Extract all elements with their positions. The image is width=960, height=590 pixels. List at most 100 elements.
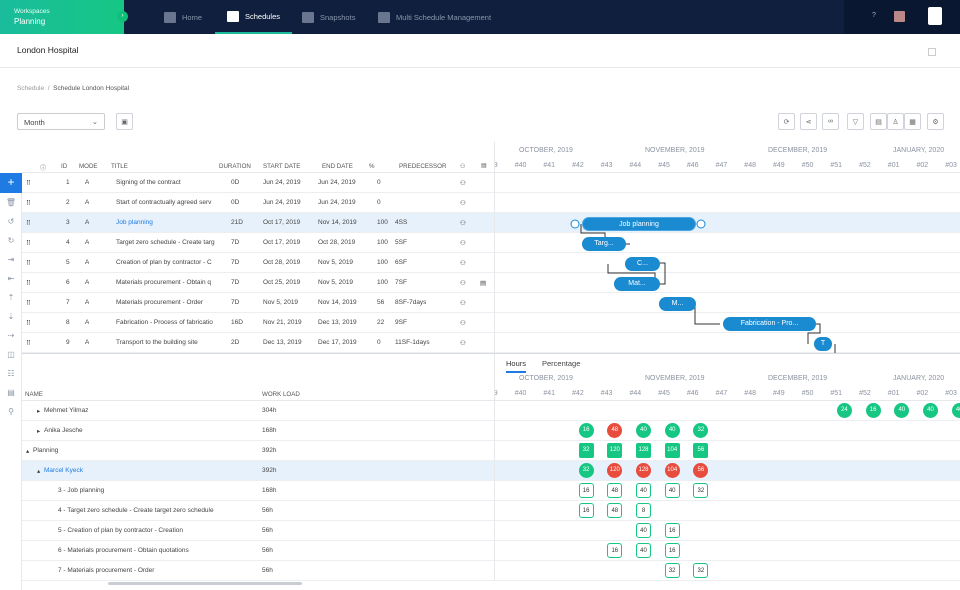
tab-percentage[interactable]: Percentage <box>542 359 581 368</box>
hours-cell[interactable]: 56 <box>693 463 709 478</box>
task-row[interactable]: ⠿ 5 A Creation of plan by contractor - C 7D O… <box>22 253 494 273</box>
hours-cell[interactable]: 104 <box>664 443 680 458</box>
hours-cell[interactable]: 16 <box>607 543 623 558</box>
delete-icon[interactable]: 🗑 <box>5 198 17 207</box>
view-calendar-button[interactable]: ▦ <box>904 113 921 130</box>
assign-resource-icon[interactable]: ⚇ <box>460 300 466 307</box>
drag-handle-icon[interactable]: ⠿ <box>26 240 31 247</box>
hours-cell[interactable]: 16 <box>865 403 881 418</box>
view-select[interactable]: Month ⌄ <box>17 113 105 130</box>
bar-handle[interactable] <box>696 219 706 229</box>
gantt-bar-fabrication[interactable]: Fabrication - Pro... <box>723 317 816 331</box>
hours-cell[interactable]: 48 <box>607 503 623 518</box>
assign-resource-icon[interactable]: ⚇ <box>460 260 466 267</box>
hours-cell[interactable]: 104 <box>664 463 680 478</box>
hours-cell[interactable]: 56 <box>693 443 709 458</box>
resource-row[interactable]: ▸ Anika Jesche 168h <box>22 421 494 441</box>
view-list-button[interactable]: ▤ <box>870 113 887 130</box>
assign-resource-icon[interactable]: ⚇ <box>460 340 466 347</box>
share-button[interactable]: ⋖ <box>800 113 817 130</box>
export-button[interactable]: ▣ <box>116 113 133 130</box>
hours-cell[interactable]: 32 <box>578 463 594 478</box>
resource-icon[interactable]: ⚲ <box>8 407 14 416</box>
col-id[interactable]: ID <box>61 163 68 170</box>
col-duration[interactable]: DURATION <box>219 163 251 170</box>
drag-handle-icon[interactable]: ⠿ <box>26 300 31 307</box>
col-start[interactable]: START DATE <box>263 163 301 170</box>
assign-resource-icon[interactable]: ⚇ <box>460 240 466 247</box>
col-end[interactable]: END DATE <box>322 163 353 170</box>
hours-cell[interactable]: 32 <box>693 483 709 498</box>
move-up-icon[interactable]: ⇡ <box>7 293 15 302</box>
help-icon[interactable]: ? <box>872 12 876 19</box>
col-mode[interactable]: MODE <box>79 163 98 170</box>
nav-multi-schedule[interactable]: Multi Schedule Management <box>378 0 491 34</box>
resource-row[interactable]: 5 - Creation of plan by contractor - Cre… <box>22 521 494 541</box>
nav-snapshots[interactable]: Snapshots <box>302 0 355 34</box>
link-task-icon[interactable]: ⇢ <box>7 331 15 340</box>
hours-cell[interactable]: 120 <box>607 443 623 458</box>
hours-cell[interactable]: 128 <box>636 463 651 478</box>
expand-toggle-icon[interactable]: ▸ <box>37 428 41 435</box>
col-title[interactable]: TITLE <box>111 163 128 170</box>
drag-handle-icon[interactable]: ⠿ <box>26 220 31 227</box>
drag-handle-icon[interactable]: ⠿ <box>26 260 31 267</box>
workspace-switcher[interactable]: Workspaces Planning › <box>0 0 128 34</box>
hours-cell[interactable]: 40 <box>664 483 680 498</box>
task-row[interactable]: ⠿ 7 A Materials procurement - Order 7D Nov 5,… <box>22 293 494 313</box>
breadcrumb-root[interactable]: Schedule <box>17 85 45 92</box>
hierarchy-icon[interactable]: ☷ <box>7 369 15 378</box>
chevron-right-icon[interactable]: › <box>117 11 128 22</box>
redo-icon[interactable]: ↻ <box>7 236 15 245</box>
task-row[interactable]: ⠿ 4 A Target zero schedule - Create targ 7D O… <box>22 233 494 253</box>
col-pct[interactable]: % <box>369 163 375 170</box>
hours-cell[interactable]: 40 <box>636 543 651 558</box>
undo-icon[interactable]: ↺ <box>7 217 15 226</box>
resource-row[interactable]: ▴ Planning 392h <box>22 441 494 461</box>
tab-hours[interactable]: Hours <box>506 359 527 373</box>
task-row[interactable]: ⠿ 9 A Transport to the building site 2D Dec 1… <box>22 333 494 353</box>
assign-resource-icon[interactable]: ⚇ <box>460 200 466 207</box>
table-icon[interactable]: ▤ <box>7 388 15 397</box>
col-workload[interactable]: WORK LOAD <box>262 391 300 398</box>
drag-handle-icon[interactable]: ⠿ <box>26 320 31 327</box>
nav-home[interactable]: Home <box>164 0 202 34</box>
avatar[interactable] <box>894 11 905 22</box>
resource-row[interactable]: 4 - Target zero schedule - Create target… <box>22 501 494 521</box>
resource-row[interactable]: ▴ Marcel Kyeck 392h <box>22 461 494 481</box>
hours-cell[interactable]: 32 <box>664 563 680 578</box>
gantt-bar-materials-quotation[interactable]: Mat... <box>614 277 660 291</box>
hours-cell[interactable]: 40 <box>636 483 651 498</box>
drag-handle-icon[interactable]: ⠿ <box>26 340 31 347</box>
gantt-bar-transport[interactable]: T <box>814 337 832 351</box>
hours-cell[interactable]: 16 <box>578 423 594 438</box>
settings-button[interactable]: ⚙ <box>927 113 944 130</box>
expand-icon[interactable] <box>928 48 936 56</box>
hours-cell[interactable]: 16 <box>664 523 680 538</box>
resource-row[interactable]: 6 - Materials procurement - Obtain quota… <box>22 541 494 561</box>
assign-resource-icon[interactable]: ⚇ <box>460 220 466 227</box>
hours-cell[interactable]: 40 <box>664 423 680 438</box>
move-down-icon[interactable]: ⇣ <box>7 312 15 321</box>
panel-divider[interactable] <box>22 353 960 354</box>
add-task-button[interactable]: + <box>0 173 22 193</box>
gantt-bar-job-planning[interactable]: Job planning <box>582 217 696 231</box>
task-row[interactable]: ⠿ 3 A Job planning 21D Oct 17, 2019 Nov 14, 20… <box>22 213 494 233</box>
hours-cell[interactable]: 24 <box>836 403 852 418</box>
view-user-button[interactable]: ♙ <box>887 113 904 130</box>
drag-handle-icon[interactable]: ⠿ <box>26 200 31 207</box>
expand-toggle-icon[interactable]: ▸ <box>37 408 41 415</box>
hours-cell[interactable]: 40 <box>636 523 651 538</box>
hours-cell[interactable]: 40 <box>951 403 960 418</box>
hours-cell[interactable]: 32 <box>578 443 594 458</box>
column-settings-icon[interactable]: ▤ <box>481 162 487 169</box>
assign-resource-icon[interactable]: ⚇ <box>460 280 466 287</box>
note-icon[interactable]: ▤ <box>480 280 487 287</box>
hours-cell[interactable]: 120 <box>607 463 623 478</box>
resource-row[interactable]: 7 - Materials procurement - Order 56h <box>22 561 494 581</box>
snapshot-tool-icon[interactable]: ◫ <box>7 350 15 359</box>
hours-cell[interactable]: 48 <box>607 423 623 438</box>
hours-cell[interactable]: 16 <box>578 503 594 518</box>
horizontal-scrollbar[interactable] <box>108 582 302 585</box>
col-predecessor[interactable]: PREDECESSOR <box>399 163 447 170</box>
